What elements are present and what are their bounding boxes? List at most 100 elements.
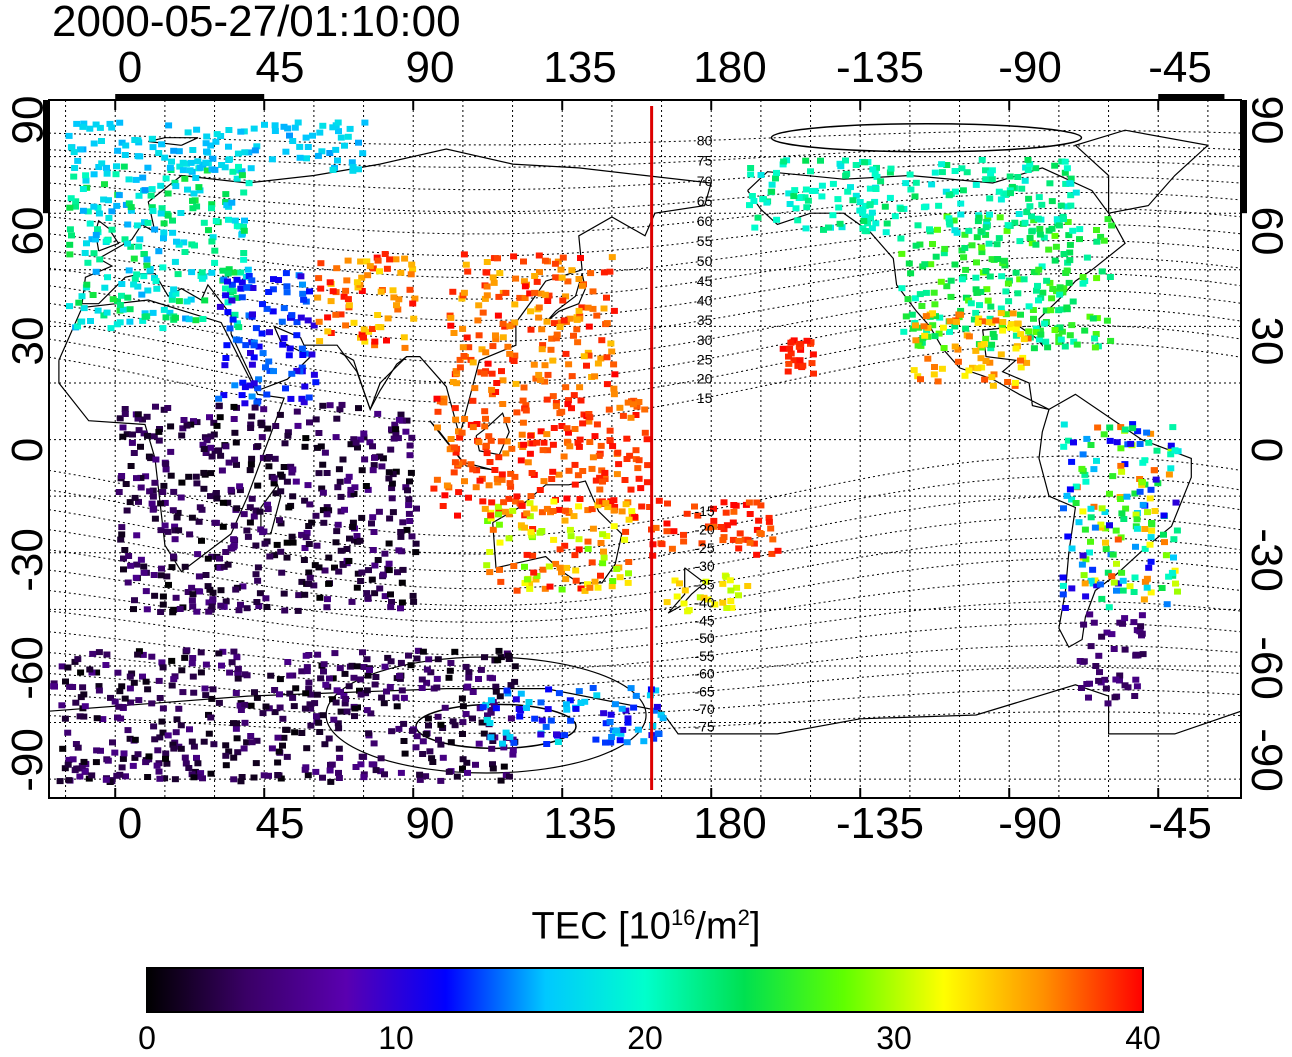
tec-cell (592, 736, 600, 743)
tec-cell (296, 143, 304, 150)
tec-cell (984, 214, 992, 221)
tec-cell (401, 255, 409, 262)
tec-cell (181, 654, 189, 661)
tec-cell (135, 427, 143, 434)
tec-cell (356, 537, 364, 544)
tec-cell (328, 761, 336, 768)
tec-cell (319, 507, 327, 514)
tec-cell (722, 573, 730, 580)
tec-cell (451, 405, 459, 412)
tec-cell (545, 686, 553, 693)
tec-cell (340, 293, 348, 300)
tec-cell (1130, 619, 1138, 626)
tec-cell (113, 202, 121, 209)
tec-cell (188, 597, 196, 604)
tec-cell (118, 281, 126, 287)
tec-cell (506, 350, 514, 357)
tec-cell (318, 148, 326, 155)
tec-cell (1004, 280, 1012, 287)
tec-cell (560, 453, 568, 460)
tec-cell (381, 663, 389, 670)
tec-cell (553, 731, 560, 738)
tec-cell (643, 436, 651, 443)
tec-cell (735, 592, 742, 599)
tec-cell (190, 743, 198, 750)
tec-cell (238, 172, 246, 179)
tec-cell (528, 532, 536, 539)
tec-cell (744, 583, 752, 589)
tec-cell (527, 493, 535, 500)
tec-cell (223, 202, 231, 209)
tec-cell (1028, 213, 1035, 220)
tec-cell (1082, 556, 1090, 563)
tec-cell (586, 414, 594, 421)
tec-cell (496, 539, 504, 546)
magnetic-contour (49, 579, 1241, 640)
tec-cell (480, 730, 488, 737)
tec-cell (190, 774, 198, 781)
tec-cell (838, 224, 846, 231)
tec-cell (336, 665, 344, 672)
tec-cell (809, 351, 817, 358)
tec-cell (954, 346, 962, 353)
tec-cell (511, 678, 519, 685)
tec-cell (1107, 337, 1115, 344)
magnetic-contour (49, 145, 1241, 168)
tec-cell (355, 139, 362, 146)
tec-cell (478, 719, 486, 726)
tec-cell (93, 747, 101, 754)
tec-cell (377, 288, 385, 295)
tec-cell (1075, 519, 1083, 526)
tec-cell (456, 434, 464, 441)
tec-cell (1044, 344, 1052, 351)
tec-cell (305, 580, 313, 587)
magnetic-contour (49, 160, 1241, 191)
tec-cell (1021, 177, 1029, 184)
tec-cell (400, 738, 408, 744)
tec-cell (94, 226, 101, 233)
tec-cell (974, 365, 982, 372)
tec-cell (521, 580, 529, 586)
tec-cell (161, 522, 169, 529)
tec-cell (266, 329, 273, 336)
tec-cell (119, 306, 127, 313)
tec-cell (988, 176, 996, 183)
tec-cell (624, 715, 632, 722)
tec-cell (200, 219, 208, 226)
tec-cell (397, 659, 405, 666)
tec-cell (1109, 473, 1117, 480)
tec-cell (238, 168, 246, 175)
tec-cell (512, 380, 520, 387)
tec-cell (980, 341, 988, 347)
tec-cell (1160, 531, 1167, 538)
tec-cell (623, 456, 631, 462)
tec-cell (982, 268, 990, 274)
tec-cell (65, 756, 73, 763)
tec-cell (522, 402, 530, 409)
tec-cell (908, 311, 916, 318)
tec-cell (231, 456, 239, 463)
tec-cell (136, 153, 144, 160)
tec-cell (866, 202, 874, 209)
tec-cell (1082, 593, 1090, 600)
tec-cell (394, 569, 401, 576)
tec-cell (324, 328, 332, 335)
magnetic-contour (49, 290, 1241, 363)
tec-cell (632, 692, 640, 699)
tec-cell (1061, 169, 1069, 176)
tec-cell (285, 504, 293, 511)
tec-cell (189, 205, 197, 212)
tec-cell (680, 600, 688, 607)
tec-cell (1094, 424, 1102, 431)
tec-cell (73, 765, 81, 772)
tec-cell (349, 164, 357, 170)
tec-cell (313, 542, 321, 549)
tec-cell (1066, 249, 1074, 256)
tec-cell (277, 775, 285, 782)
tec-cell (306, 574, 314, 581)
tec-cell (1053, 288, 1060, 295)
tec-cell (507, 470, 515, 477)
tec-cell (233, 320, 241, 327)
tec-cell (273, 541, 281, 548)
